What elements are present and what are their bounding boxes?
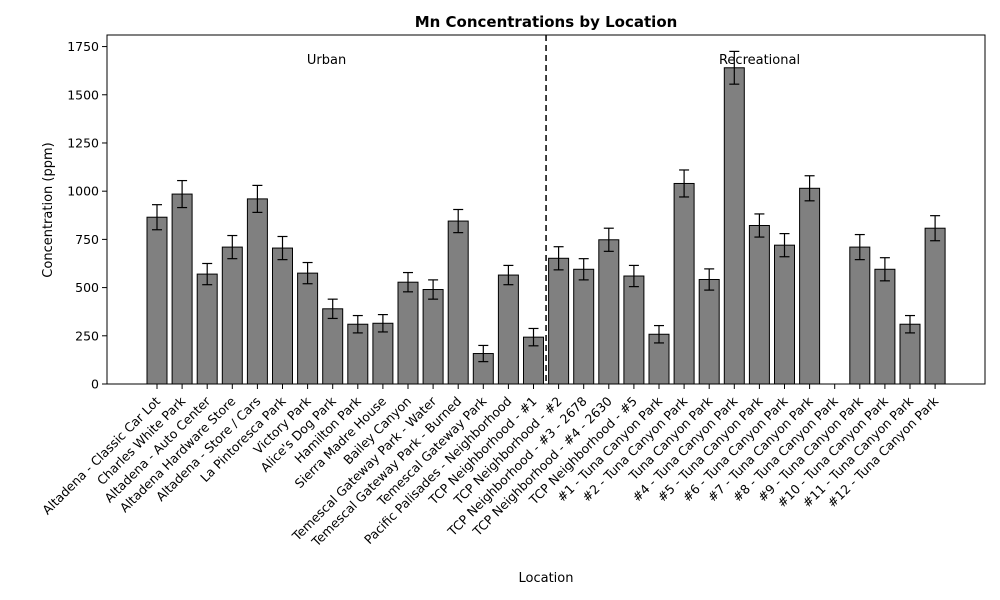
y-tick-label: 1250	[67, 135, 99, 150]
bar	[221, 246, 243, 385]
y-tick-label: 750	[75, 232, 99, 247]
bar	[297, 272, 319, 385]
bar	[698, 278, 720, 385]
bar	[774, 244, 795, 385]
plot-area	[102, 34, 986, 389]
bar	[246, 198, 268, 385]
bar	[849, 246, 871, 385]
bar	[272, 247, 293, 385]
y-tick-label: 0	[91, 377, 99, 392]
bar	[748, 225, 770, 385]
bar	[322, 308, 344, 385]
bar	[196, 273, 218, 385]
bar	[874, 268, 896, 385]
bar	[673, 182, 695, 385]
chart-title: Mn Concentrations by Location	[415, 13, 678, 31]
y-tick-label: 1000	[67, 184, 99, 199]
y-tick-label: 500	[75, 280, 99, 295]
region-label-recreational: Recreational	[719, 53, 800, 68]
bar	[171, 193, 193, 385]
bar	[623, 275, 645, 385]
region-label-urban: Urban	[307, 53, 346, 68]
y-axis-label: Concentration (ppm)	[41, 142, 56, 277]
bar	[799, 187, 821, 385]
x-axis-label: Location	[519, 571, 574, 586]
bar	[497, 274, 519, 385]
bar	[447, 220, 469, 385]
bar	[422, 289, 444, 385]
y-tick-label: 250	[75, 328, 99, 343]
bar	[598, 239, 620, 385]
bar	[573, 268, 595, 385]
bar	[924, 227, 946, 385]
y-tick-label: 1500	[67, 87, 99, 102]
bar	[146, 216, 168, 385]
bar	[723, 67, 745, 385]
y-tick-label: 1750	[67, 39, 99, 54]
bar	[397, 281, 419, 385]
plot-frame	[106, 34, 986, 385]
bar	[548, 257, 570, 385]
